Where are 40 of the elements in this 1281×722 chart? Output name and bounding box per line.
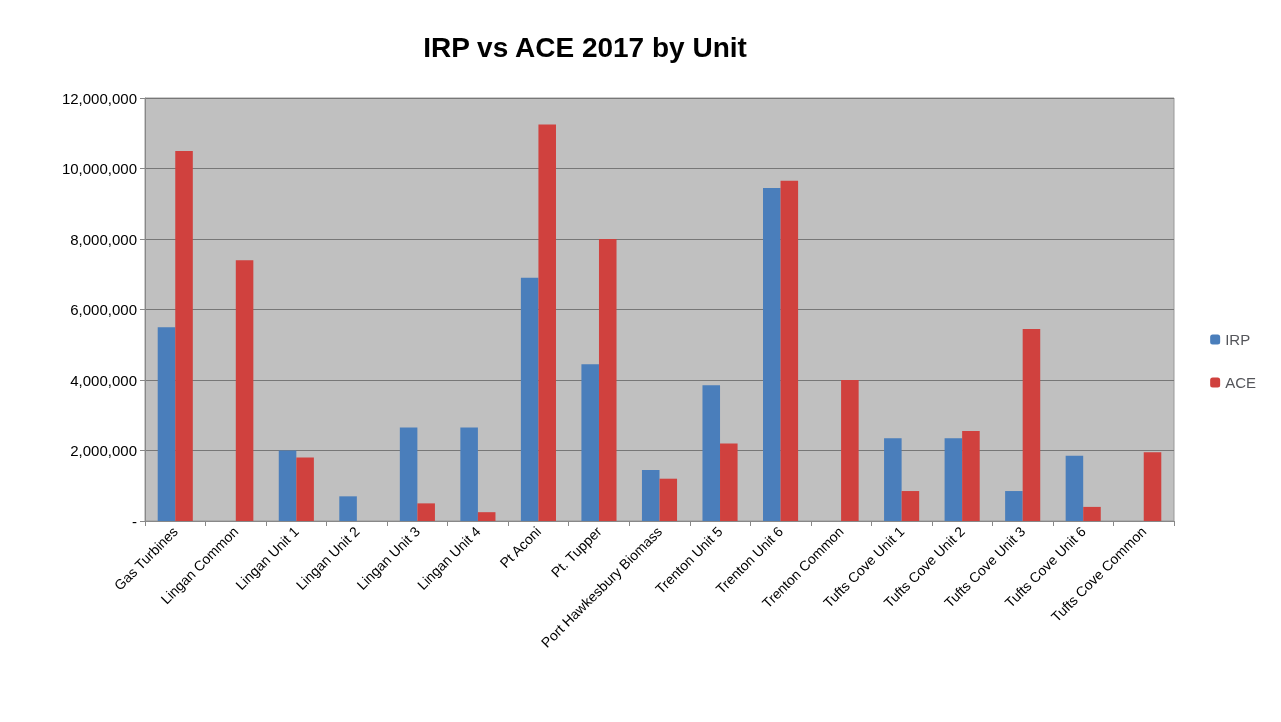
bar (520, 277, 539, 521)
bar (581, 364, 599, 521)
legend-label: IRP (1225, 331, 1251, 348)
y-tick-label: 8,000,000 (70, 230, 137, 248)
bar (477, 512, 496, 521)
bar (235, 260, 254, 521)
legend-label: ACE (1225, 374, 1256, 391)
bar (157, 327, 176, 521)
y-tick-label: - (132, 512, 137, 530)
bar (1065, 455, 1084, 521)
bar (1083, 506, 1101, 521)
bar (944, 438, 963, 521)
chart-title: IRP vs ACE 2017 by Unit (423, 31, 747, 63)
bar (538, 124, 556, 521)
bar (720, 443, 738, 521)
bar (417, 503, 435, 521)
bar (884, 438, 902, 521)
bar (962, 431, 980, 521)
bar (841, 380, 859, 521)
bar (278, 450, 297, 521)
bar (296, 457, 314, 521)
bar (339, 496, 357, 521)
bar (460, 427, 478, 521)
bar (1143, 452, 1162, 521)
bar (399, 427, 418, 521)
y-tick-label: 12,000,000 (61, 89, 137, 107)
y-tick-label: 2,000,000 (70, 442, 137, 459)
bar (659, 478, 678, 521)
bar (598, 239, 617, 521)
bar (780, 180, 799, 521)
y-tick-label: 6,000,000 (70, 301, 137, 318)
bar (1005, 491, 1023, 521)
bar (641, 469, 660, 521)
bar (175, 150, 193, 521)
bar (702, 385, 721, 521)
bar (1022, 328, 1041, 521)
y-tick-label: 10,000,000 (61, 160, 137, 177)
y-tick-label: 4,000,000 (70, 371, 137, 389)
bar (763, 187, 781, 521)
bar (901, 491, 920, 521)
